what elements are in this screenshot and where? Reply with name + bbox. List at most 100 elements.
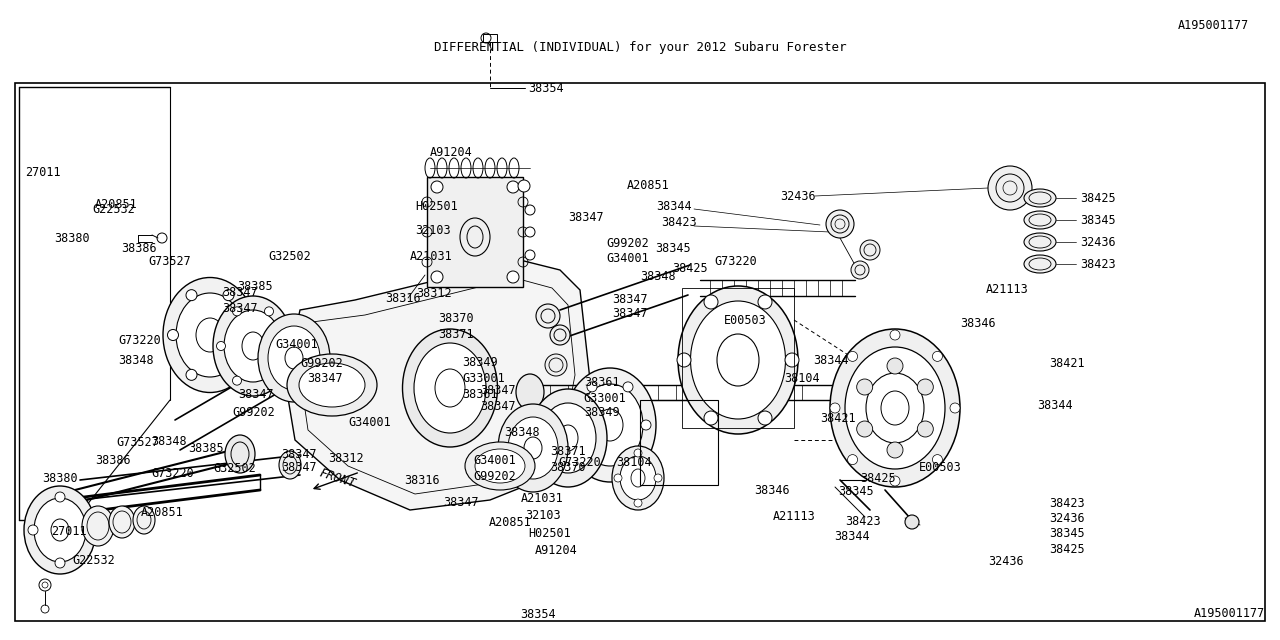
Text: 38104: 38104	[616, 456, 652, 468]
Circle shape	[233, 376, 242, 385]
Ellipse shape	[287, 354, 378, 416]
Text: A21113: A21113	[986, 283, 1028, 296]
Ellipse shape	[1024, 233, 1056, 251]
Text: 38371: 38371	[550, 445, 586, 458]
Ellipse shape	[177, 293, 244, 377]
Text: G99202: G99202	[301, 357, 343, 370]
Text: 38425: 38425	[672, 262, 708, 275]
Circle shape	[525, 250, 535, 260]
Ellipse shape	[212, 296, 293, 396]
Text: 38361: 38361	[462, 387, 498, 401]
Text: A21113: A21113	[773, 509, 815, 522]
Bar	[640, 400, 718, 485]
Ellipse shape	[1024, 255, 1056, 273]
Text: 38344: 38344	[835, 530, 870, 543]
Circle shape	[932, 454, 942, 465]
Text: 38423: 38423	[660, 216, 696, 230]
Text: 32436: 32436	[1080, 236, 1116, 248]
Circle shape	[186, 369, 197, 380]
Circle shape	[55, 558, 65, 568]
Text: A195001177: A195001177	[1178, 19, 1249, 32]
Bar	[428, 177, 524, 287]
Text: 32436: 32436	[1050, 512, 1085, 525]
Circle shape	[507, 271, 518, 283]
Text: G99202: G99202	[607, 237, 649, 250]
Circle shape	[847, 351, 858, 362]
Text: 27011: 27011	[26, 166, 60, 179]
Circle shape	[634, 499, 643, 507]
Circle shape	[242, 330, 252, 340]
Text: 38349: 38349	[462, 355, 498, 369]
Ellipse shape	[224, 310, 282, 382]
Text: G73220: G73220	[714, 255, 756, 268]
Ellipse shape	[225, 435, 255, 473]
Circle shape	[890, 476, 900, 486]
Ellipse shape	[540, 403, 596, 473]
Text: 38380: 38380	[42, 472, 78, 484]
Circle shape	[641, 420, 652, 430]
Text: A20851: A20851	[489, 515, 531, 529]
Circle shape	[988, 166, 1032, 210]
Text: H02501: H02501	[529, 527, 571, 540]
Text: 32103: 32103	[525, 509, 561, 522]
Text: 38312: 38312	[328, 451, 364, 465]
Text: 38386: 38386	[95, 454, 131, 467]
Text: 38347: 38347	[282, 448, 317, 461]
Text: 38344: 38344	[813, 353, 849, 367]
Circle shape	[431, 181, 443, 193]
Circle shape	[570, 420, 579, 430]
Text: 38385: 38385	[237, 280, 273, 293]
Text: 38346: 38346	[960, 317, 996, 330]
Text: G32502: G32502	[212, 461, 256, 474]
Text: 38347: 38347	[221, 285, 257, 298]
Text: A20851: A20851	[627, 179, 669, 192]
Circle shape	[55, 492, 65, 502]
Text: E00503: E00503	[919, 461, 961, 474]
Text: 38348: 38348	[118, 353, 154, 367]
Text: DIFFERENTIAL (INDIVIDUAL) for your 2012 Subaru Forester: DIFFERENTIAL (INDIVIDUAL) for your 2012 …	[434, 42, 846, 54]
Ellipse shape	[300, 363, 365, 407]
Ellipse shape	[564, 368, 657, 482]
Ellipse shape	[268, 326, 320, 390]
Text: G33001: G33001	[462, 371, 504, 385]
Ellipse shape	[475, 449, 525, 483]
Text: 38385: 38385	[188, 442, 224, 454]
Circle shape	[677, 353, 691, 367]
Text: 38423: 38423	[845, 515, 881, 528]
Text: 38425: 38425	[860, 472, 896, 485]
Text: 38346: 38346	[754, 483, 790, 497]
Circle shape	[932, 351, 942, 362]
Text: G34001: G34001	[607, 252, 649, 265]
Bar	[483, 34, 497, 42]
Text: 38347: 38347	[282, 461, 317, 474]
Text: 38348: 38348	[504, 426, 540, 438]
Ellipse shape	[829, 329, 960, 487]
Text: 38423: 38423	[1050, 497, 1085, 509]
Circle shape	[223, 369, 234, 380]
Text: G34001: G34001	[275, 339, 317, 351]
Text: G73527: G73527	[116, 435, 159, 449]
Circle shape	[186, 290, 197, 301]
Circle shape	[518, 180, 530, 192]
Circle shape	[829, 403, 840, 413]
Text: 38345: 38345	[1050, 527, 1085, 540]
Ellipse shape	[1024, 189, 1056, 207]
Circle shape	[623, 458, 634, 468]
Circle shape	[847, 454, 858, 465]
Circle shape	[536, 304, 561, 328]
Text: 38348: 38348	[640, 270, 676, 283]
Ellipse shape	[508, 417, 558, 479]
Circle shape	[851, 261, 869, 279]
Text: 38425: 38425	[1080, 191, 1116, 205]
Circle shape	[704, 295, 718, 309]
Circle shape	[890, 330, 900, 340]
Polygon shape	[285, 260, 590, 510]
Circle shape	[856, 421, 873, 437]
Text: 38421: 38421	[1050, 357, 1085, 370]
Bar	[15, 83, 1265, 621]
Bar	[682, 288, 794, 428]
Text: 38347: 38347	[238, 388, 274, 401]
Ellipse shape	[259, 314, 330, 402]
Circle shape	[856, 379, 873, 395]
Text: G22532: G22532	[72, 554, 115, 566]
